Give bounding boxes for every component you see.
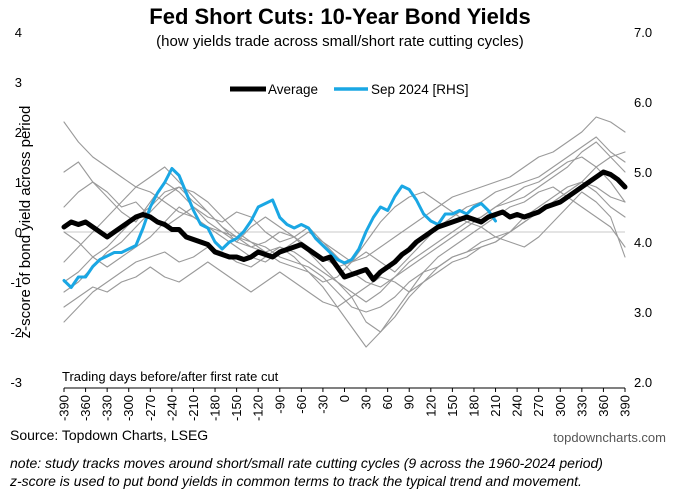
series-cycle-2-line xyxy=(63,141,626,283)
x-tick-label: 330 xyxy=(574,395,589,417)
y-tick-label: 4 xyxy=(15,25,22,40)
note-line-2: z-score is used to put bond yields in co… xyxy=(10,473,582,489)
y-tick-label: 3 xyxy=(15,75,22,90)
x-tick-label: 240 xyxy=(510,395,525,417)
y-axis-label: z-score of bond yield across period xyxy=(17,106,34,339)
y2-tick-label: 6.0 xyxy=(634,95,652,110)
series-cycle-4-line xyxy=(63,181,626,288)
x-tick-label: 0 xyxy=(337,395,352,402)
x-tick-label: -270 xyxy=(143,395,158,421)
x-axis-ticks: -390 -360 -330 -300 -270 -240 -210 -180 -150 -120… xyxy=(57,388,633,421)
note-line-1: note: study tracks moves around short/sm… xyxy=(10,455,603,471)
y-tick-label: -1 xyxy=(10,275,22,290)
x-tick-label: 360 xyxy=(596,395,611,417)
x-axis-label: Trading days before/after first rate cut xyxy=(62,369,279,384)
y-tick-label: 0 xyxy=(15,225,22,240)
chart-title: Fed Short Cuts: 10-Year Bond Yields xyxy=(149,4,530,29)
x-tick-label: 120 xyxy=(423,395,438,417)
x-tick-label: -240 xyxy=(164,395,179,421)
x-tick-label: -180 xyxy=(208,395,223,421)
x-tick-label: -210 xyxy=(186,395,201,421)
y-tick-label: -2 xyxy=(10,325,22,340)
series-cycle-9-line xyxy=(63,186,626,348)
x-tick-label: 390 xyxy=(618,395,633,417)
y-tick-label: -3 xyxy=(10,375,22,390)
legend-label-average: Average xyxy=(268,82,318,97)
x-tick-label: 30 xyxy=(359,395,374,409)
x-tick-label: -30 xyxy=(315,395,330,414)
y2-tick-label: 7.0 xyxy=(634,25,652,40)
y2-tick-label: 5.0 xyxy=(634,165,652,180)
y2-tick-label: 4.0 xyxy=(634,235,652,250)
y2-tick-label: 2.0 xyxy=(634,375,652,390)
series-cycle-8-line xyxy=(63,116,626,268)
series-sep2024-line xyxy=(62,167,497,289)
x-tick-label: -390 xyxy=(57,395,72,421)
chart-subtitle: (how yields trade across small/short rat… xyxy=(156,33,524,50)
x-tick-label: 180 xyxy=(466,395,481,417)
x-tick-label: -120 xyxy=(251,395,266,421)
x-tick-label: 150 xyxy=(445,395,460,417)
x-tick-label: 300 xyxy=(553,395,568,417)
y-tick-label: 2 xyxy=(15,125,22,140)
source-text: Source: Topdown Charts, LSEG xyxy=(10,427,209,443)
legend: Average Sep 2024 [RHS] xyxy=(230,82,469,97)
x-tick-label: 210 xyxy=(488,395,503,417)
x-tick-label: -360 xyxy=(78,395,93,421)
brand-link[interactable]: topdowncharts.com xyxy=(553,430,666,445)
legend-label-sep2024: Sep 2024 [RHS] xyxy=(371,82,469,97)
x-tick-label: -60 xyxy=(294,395,309,414)
x-tick-label: 90 xyxy=(402,395,417,409)
series-cycle-3-line xyxy=(63,156,626,323)
series-layer xyxy=(61,116,628,348)
left-axis-ticks: 4 3 2 1 0 -1 -2 -3 xyxy=(10,25,22,390)
right-axis-ticks: 7.0 6.0 5.0 4.0 3.0 2.0 xyxy=(634,25,652,390)
x-tick-label: -300 xyxy=(121,395,136,421)
x-tick-label: -330 xyxy=(100,395,115,421)
series-average-line xyxy=(61,169,628,282)
x-tick-label: 60 xyxy=(380,395,395,409)
y2-tick-label: 3.0 xyxy=(634,305,652,320)
y-tick-label: 1 xyxy=(15,175,22,190)
x-tick-label: 270 xyxy=(531,395,546,417)
x-tick-label: -90 xyxy=(272,395,287,414)
x-tick-label: -150 xyxy=(229,395,244,421)
